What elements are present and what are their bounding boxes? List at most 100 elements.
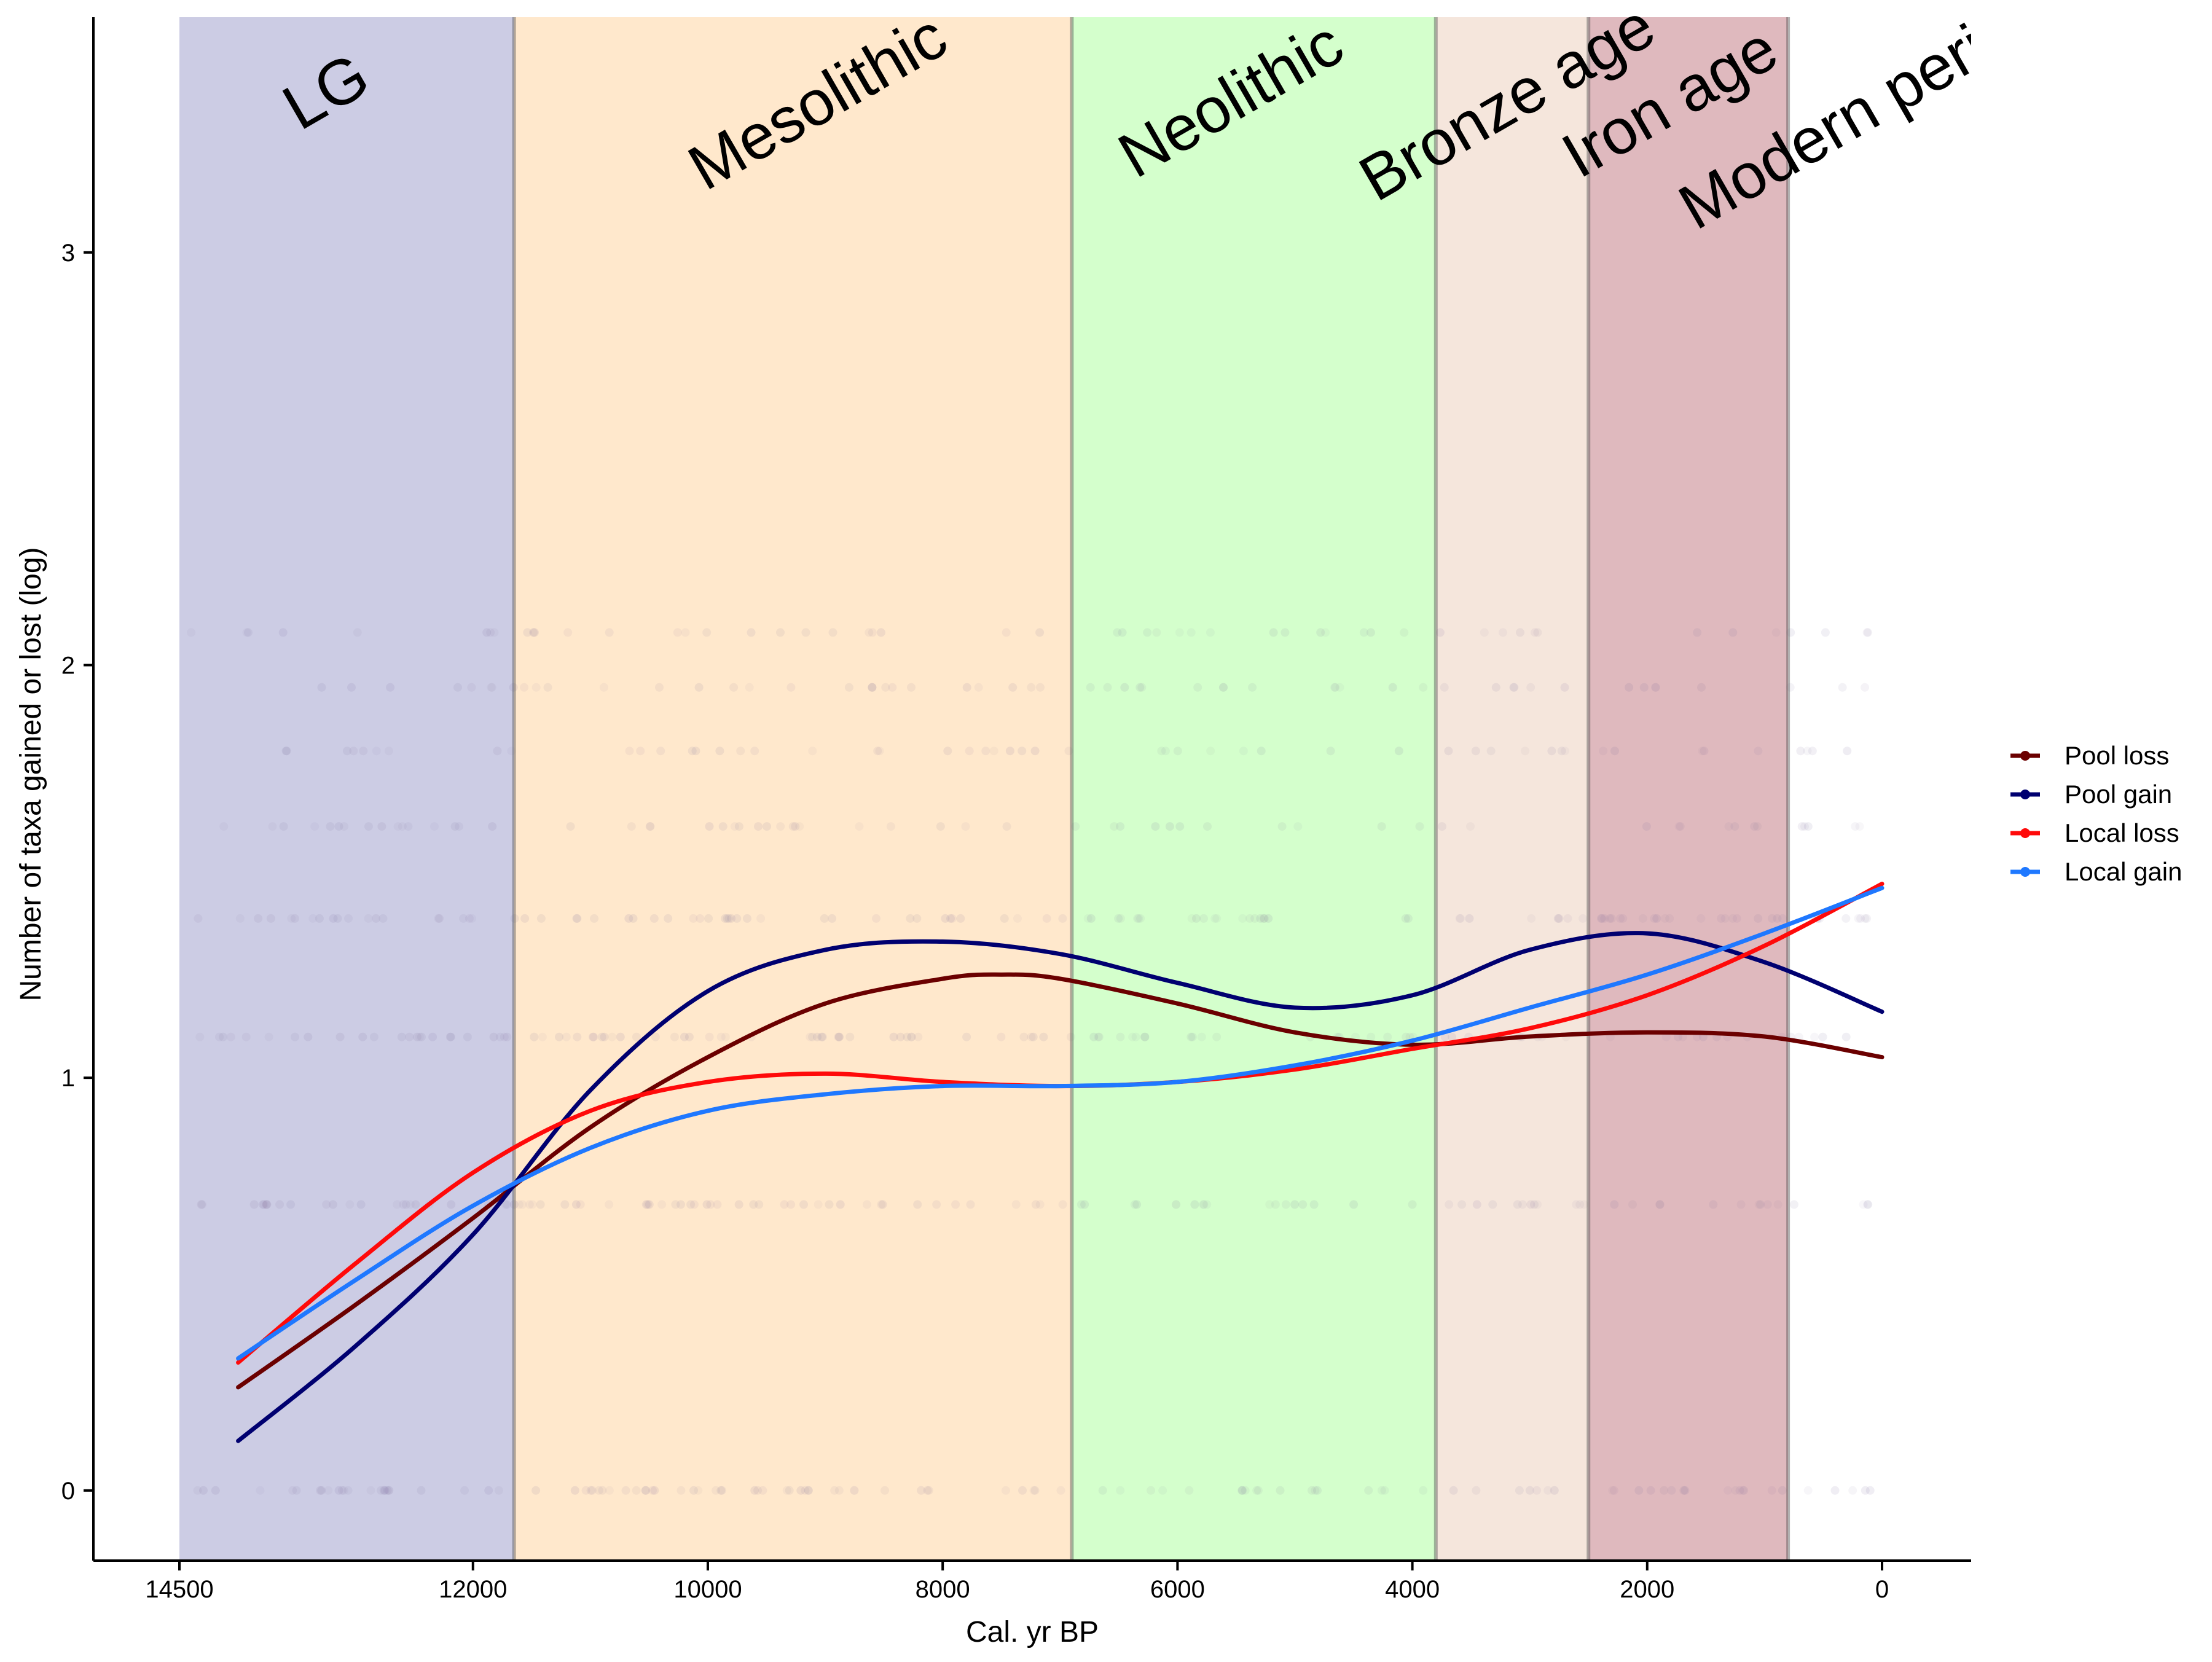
scatter-point [1029, 1032, 1038, 1041]
scatter-point [736, 747, 745, 756]
scatter-point [1579, 1200, 1588, 1209]
scatter-point [1331, 683, 1340, 692]
scatter-point [1639, 683, 1649, 692]
scatter-point [1377, 822, 1386, 831]
scatter-point [494, 1486, 503, 1495]
scatter-point [1674, 1032, 1682, 1041]
scatter-point [411, 1200, 420, 1209]
scatter-point [1796, 747, 1805, 756]
scatter-point [880, 1486, 890, 1495]
scatter-point [1526, 683, 1535, 692]
scatter-point [1735, 1486, 1744, 1495]
scatter-point [1253, 1486, 1263, 1495]
scatter-point [657, 1200, 667, 1209]
scatter-point [1013, 914, 1022, 923]
scatter-point [1750, 822, 1759, 831]
scatter-point [1667, 1486, 1676, 1495]
scatter-point [651, 1032, 660, 1041]
scatter-point [1754, 914, 1763, 923]
scatter-point [417, 1486, 426, 1495]
scatter-point [1480, 628, 1489, 637]
scatter-point [518, 1200, 527, 1209]
scatter-point [1728, 914, 1738, 923]
scatter-point [1161, 747, 1170, 756]
scatter-point [716, 1486, 726, 1495]
scatter-point [1650, 914, 1659, 923]
scatter-point [1491, 683, 1500, 692]
scatter-point [405, 1032, 414, 1041]
scatter-point [434, 914, 443, 923]
scatter-point [1698, 747, 1707, 756]
scatter-point [750, 747, 759, 756]
x-tick-label: 0 [1875, 1576, 1889, 1603]
scatter-point [393, 822, 402, 831]
scatter-point [1488, 1200, 1497, 1209]
scatter-point [1018, 1486, 1027, 1495]
scatter-point [1530, 1200, 1539, 1209]
scatter-point [586, 1486, 595, 1495]
scatter-point [691, 747, 700, 756]
scatter-point [264, 1032, 273, 1041]
scatter-point [310, 822, 320, 831]
scatter-point [1859, 1200, 1868, 1209]
scatter-point [749, 1200, 758, 1209]
scatter-point [1120, 683, 1129, 692]
scatter-point [1309, 1200, 1319, 1209]
scatter-point [686, 1200, 696, 1209]
scatter-point [1518, 1200, 1527, 1209]
scatter-point [1321, 628, 1330, 637]
scatter-point [1676, 822, 1685, 831]
scatter-point [335, 1032, 345, 1041]
scatter-point [598, 1486, 607, 1495]
scatter-point [292, 1486, 301, 1495]
scatter-point [1136, 914, 1145, 923]
scatter-point [1655, 1200, 1665, 1209]
scatter-point [290, 914, 299, 923]
scatter-point [1771, 628, 1781, 637]
scatter-point [428, 1032, 437, 1041]
scatter-point [195, 1032, 205, 1041]
scatter-point [288, 1486, 297, 1495]
scatter-point [1717, 914, 1726, 923]
scatter-point [947, 914, 957, 923]
scatter-point [1455, 914, 1464, 923]
series-line-local-gain [236, 885, 1885, 1361]
scatter-point [1094, 1032, 1104, 1041]
scatter-point [677, 1486, 686, 1495]
scatter-point [1753, 822, 1762, 831]
scatter-point [1349, 1200, 1359, 1209]
scatter-point [1516, 628, 1524, 637]
scatter-point [1607, 914, 1616, 923]
scatter-point [830, 1486, 839, 1495]
scatter-point [1456, 914, 1465, 923]
scatter-point [317, 1486, 326, 1495]
scatter-point [643, 1200, 653, 1209]
scatter-point [1403, 914, 1413, 923]
scatter-point [1008, 683, 1018, 692]
scatter-point [1031, 1200, 1040, 1209]
scatter-point [956, 914, 965, 923]
scatter-point [1841, 914, 1851, 923]
scatter-point [1709, 1200, 1718, 1209]
scatter-point [543, 683, 552, 692]
scatter-point [786, 683, 796, 692]
scatter-point [345, 1200, 355, 1209]
scatter-point [1335, 683, 1344, 692]
scatter-point [369, 1032, 378, 1041]
period-band-1 [514, 17, 1072, 1561]
scatter-point [1444, 747, 1453, 756]
scatter-point [446, 1032, 455, 1041]
scatter-point [645, 822, 654, 831]
scatter-point [1652, 914, 1661, 923]
scatter-point [1250, 914, 1260, 923]
scatter-point [1218, 683, 1228, 692]
scatter-point [681, 628, 690, 637]
scatter-point [254, 914, 263, 923]
scatter-point [1118, 628, 1127, 637]
scatter-point [730, 822, 739, 831]
scatter-point [877, 1200, 886, 1209]
scatter-point [316, 1486, 325, 1495]
scatter-point [334, 1486, 343, 1495]
scatter-point [1808, 747, 1817, 756]
